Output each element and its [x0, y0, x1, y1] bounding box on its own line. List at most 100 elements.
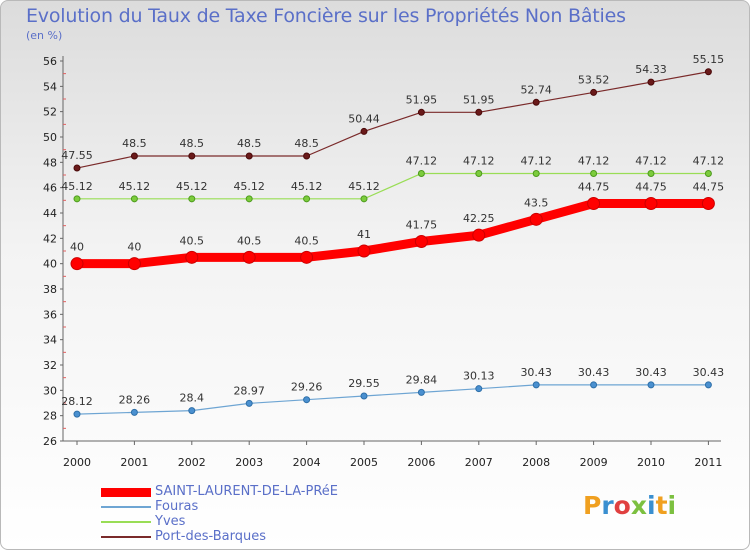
data-point-fouras — [245, 399, 253, 407]
data-point-yves — [647, 169, 655, 177]
data-label-yves: 45.12 — [291, 180, 323, 193]
logo-letter: t — [655, 491, 668, 520]
data-point-port-des-barques — [303, 152, 311, 160]
data-point-saint-laurent — [587, 197, 601, 210]
y-tick-label: 42 — [43, 232, 57, 245]
logo-letter: r — [601, 491, 614, 520]
data-label-saint-laurent: 41 — [357, 228, 371, 241]
data-point-saint-laurent — [701, 197, 715, 210]
logo-letter: x — [630, 491, 647, 520]
data-label-fouras: 30.43 — [635, 366, 667, 379]
data-point-yves — [245, 195, 253, 203]
legend-swatch-fouras — [101, 506, 151, 508]
data-point-fouras — [360, 392, 368, 400]
legend-label-saint-laurent: SAINT-LAURENT-DE-LA-PRéE — [155, 484, 338, 499]
data-point-saint-laurent — [70, 257, 84, 271]
y-tick-label: 52 — [43, 106, 57, 119]
chart-title: Evolution du Taux de Taxe Foncière sur l… — [26, 5, 626, 27]
data-label-port-des-barques: 51.95 — [406, 93, 438, 106]
legend-swatch-yves — [101, 521, 151, 523]
data-point-fouras — [475, 385, 483, 393]
data-point-port-des-barques — [704, 68, 712, 76]
y-tick-label: 54 — [43, 80, 57, 93]
y-tick-label: 36 — [43, 308, 57, 321]
x-tick-label: 2003 — [235, 456, 263, 469]
data-label-yves: 47.12 — [578, 154, 610, 167]
data-label-yves: 45.12 — [176, 180, 208, 193]
legend-swatch-saint-laurent — [101, 488, 151, 497]
data-point-yves — [590, 169, 598, 177]
data-point-port-des-barques — [245, 152, 253, 160]
data-label-fouras: 28.97 — [233, 384, 265, 397]
data-point-fouras — [704, 381, 712, 389]
data-label-yves: 47.12 — [463, 154, 495, 167]
x-tick-label: 2009 — [580, 456, 608, 469]
x-tick-label: 2004 — [293, 456, 321, 469]
data-label-fouras: 30.43 — [520, 366, 552, 379]
data-point-yves — [704, 169, 712, 177]
x-tick-label: 2000 — [63, 456, 91, 469]
data-label-yves: 45.12 — [119, 180, 151, 193]
legend-swatch-port-des-barques — [101, 536, 151, 538]
data-point-port-des-barques — [647, 78, 655, 86]
data-label-port-des-barques: 53.52 — [578, 73, 610, 86]
data-point-port-des-barques — [360, 127, 368, 135]
x-tick-label: 2008 — [522, 456, 550, 469]
data-label-yves: 47.12 — [520, 154, 552, 167]
data-point-fouras — [303, 396, 311, 404]
data-label-saint-laurent: 42.25 — [463, 212, 495, 225]
data-point-port-des-barques — [590, 88, 598, 96]
data-point-port-des-barques — [417, 108, 425, 116]
data-label-fouras: 29.84 — [406, 373, 438, 386]
data-point-fouras — [73, 410, 81, 418]
data-label-port-des-barques: 48.5 — [237, 137, 262, 150]
data-point-port-des-barques — [475, 108, 483, 116]
data-label-saint-laurent: 44.75 — [578, 181, 610, 194]
data-point-yves — [130, 195, 138, 203]
data-label-port-des-barques: 48.5 — [294, 137, 319, 150]
x-tick-label: 2011 — [694, 456, 722, 469]
x-tick-label: 2006 — [407, 456, 435, 469]
data-point-fouras — [188, 407, 196, 415]
data-label-saint-laurent: 40.5 — [237, 234, 262, 247]
data-label-saint-laurent: 40 — [127, 241, 141, 254]
data-label-saint-laurent: 44.75 — [635, 181, 667, 194]
data-point-fouras — [590, 381, 598, 389]
series-line-saint-laurent — [77, 199, 709, 269]
data-label-fouras: 28.12 — [61, 395, 93, 408]
data-point-yves — [73, 195, 81, 203]
series-line-port-des-barques — [76, 71, 709, 169]
data-point-fouras — [532, 381, 540, 389]
data-point-saint-laurent — [644, 197, 658, 210]
data-point-saint-laurent — [242, 250, 256, 264]
data-label-fouras: 28.4 — [180, 392, 205, 405]
data-point-saint-laurent — [529, 212, 543, 226]
data-point-fouras — [417, 388, 425, 396]
legend-label-port-des-barques: Port-des-Barques — [155, 529, 266, 544]
data-point-saint-laurent — [357, 244, 371, 258]
data-label-saint-laurent: 44.75 — [693, 181, 725, 194]
data-point-yves — [532, 169, 540, 177]
x-tick-label: 2005 — [350, 456, 378, 469]
data-label-yves: 45.12 — [233, 180, 265, 193]
data-label-port-des-barques: 50.44 — [348, 112, 380, 125]
data-label-yves: 47.12 — [693, 154, 725, 167]
data-label-fouras: 30.43 — [693, 366, 725, 379]
data-label-yves: 47.12 — [406, 154, 438, 167]
data-point-saint-laurent — [472, 228, 486, 242]
data-label-yves: 47.12 — [635, 154, 667, 167]
data-label-port-des-barques: 47.55 — [61, 149, 93, 162]
data-label-saint-laurent: 41.75 — [406, 219, 438, 232]
data-point-fouras — [130, 408, 138, 416]
data-label-fouras: 29.55 — [348, 377, 380, 390]
logo-letter: P — [583, 491, 602, 520]
series-line-fouras — [76, 384, 709, 415]
x-tick-label: 2007 — [465, 456, 493, 469]
y-tick-label: 50 — [43, 131, 57, 144]
series-line-yves — [77, 172, 709, 200]
y-tick-label: 48 — [43, 156, 57, 169]
y-tick-label: 32 — [43, 359, 57, 372]
data-label-saint-laurent: 43.5 — [524, 196, 549, 209]
